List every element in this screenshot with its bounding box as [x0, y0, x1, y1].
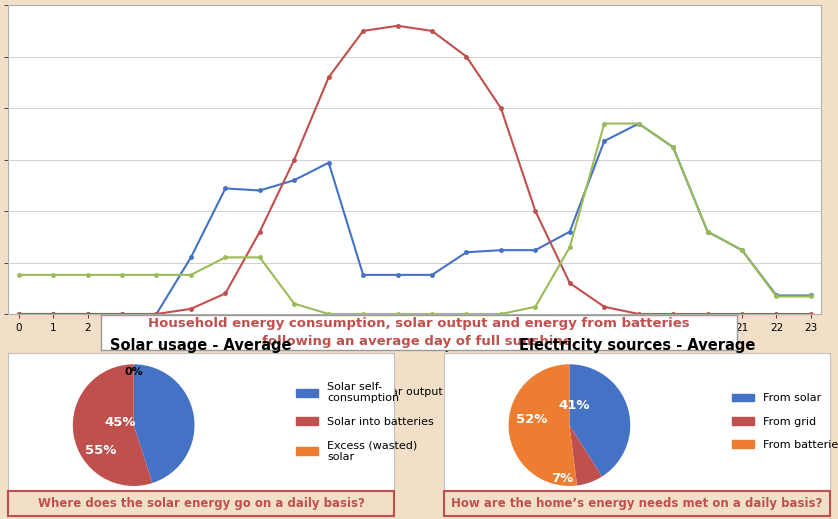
X-axis label: Time of day: Time of day [378, 338, 452, 351]
Legend: Energy consumption (kWh), Solar output (kWh), Energy from batteries (kWh): Energy consumption (kWh), Solar output (… [144, 382, 685, 401]
Title: Electricity sources - Average: Electricity sources - Average [519, 338, 755, 353]
Text: Where does the solar energy go on a daily basis?: Where does the solar energy go on a dail… [38, 497, 365, 510]
Text: How are the home’s energy needs met on a daily basis?: How are the home’s energy needs met on a… [451, 497, 823, 510]
Text: Household energy consumption, solar output and energy from batteries
following a: Household energy consumption, solar outp… [148, 317, 690, 348]
Title: Solar usage - Average: Solar usage - Average [111, 338, 292, 353]
Legend: Solar self-
consumption, Solar into batteries, Excess (wasted)
solar: Solar self- consumption, Solar into batt… [292, 377, 438, 466]
Legend: From solar, From grid, From batteries: From solar, From grid, From batteries [727, 389, 838, 455]
